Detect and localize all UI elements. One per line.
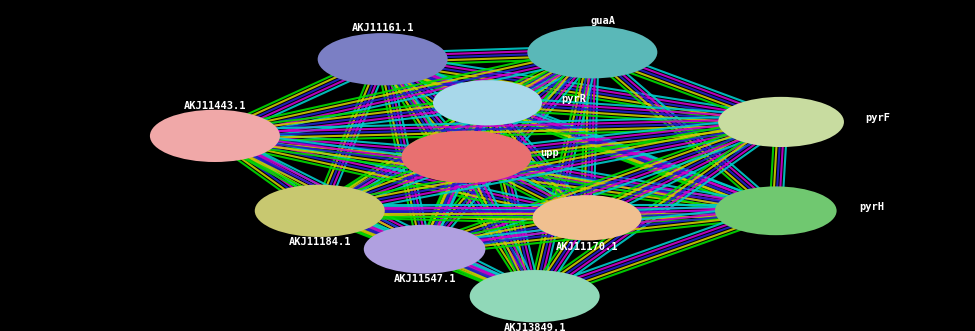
Ellipse shape [150, 110, 280, 162]
Ellipse shape [318, 33, 448, 85]
Ellipse shape [532, 195, 642, 240]
Ellipse shape [715, 186, 837, 235]
Text: pyrF: pyrF [865, 114, 890, 123]
Ellipse shape [402, 131, 531, 183]
Text: AKJ13849.1: AKJ13849.1 [503, 322, 566, 331]
Text: AKJ11547.1: AKJ11547.1 [393, 274, 456, 284]
Ellipse shape [527, 26, 657, 78]
Text: pyrR: pyrR [561, 94, 586, 104]
Ellipse shape [719, 97, 844, 147]
Ellipse shape [364, 225, 486, 273]
Text: guaA: guaA [590, 16, 615, 26]
Text: AKJ11170.1: AKJ11170.1 [556, 242, 618, 252]
Ellipse shape [470, 270, 600, 322]
Ellipse shape [433, 80, 542, 125]
Ellipse shape [254, 185, 385, 237]
Text: pyrH: pyrH [860, 202, 884, 212]
Text: AKJ11443.1: AKJ11443.1 [183, 101, 246, 111]
Text: AKJ11161.1: AKJ11161.1 [351, 23, 414, 33]
Text: AKJ11184.1: AKJ11184.1 [289, 237, 351, 247]
Text: upp: upp [540, 148, 559, 158]
